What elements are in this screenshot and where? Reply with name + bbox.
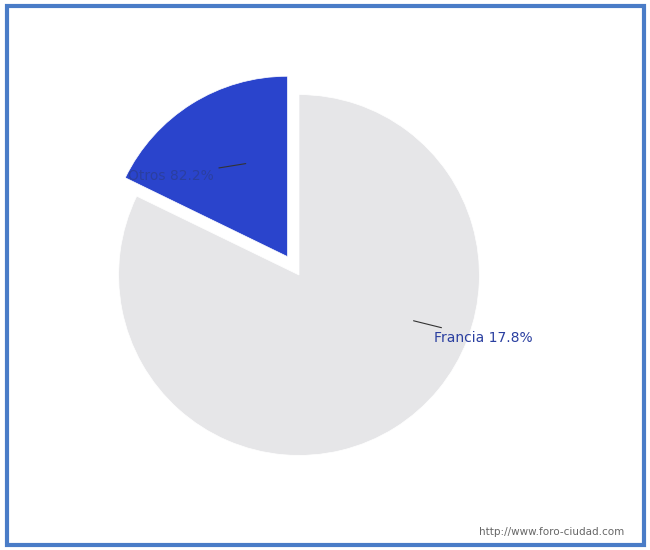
Text: Otros 82.2%: Otros 82.2%	[127, 163, 246, 183]
Text: Aldeamayor de San Martín - Turistas extranjeros según país - Octubre de 2024: Aldeamayor de San Martín - Turistas extr…	[37, 18, 613, 34]
Wedge shape	[125, 76, 287, 257]
Text: Francia 17.8%: Francia 17.8%	[413, 321, 533, 345]
Text: http://www.foro-ciudad.com: http://www.foro-ciudad.com	[479, 527, 625, 537]
Wedge shape	[118, 95, 480, 455]
